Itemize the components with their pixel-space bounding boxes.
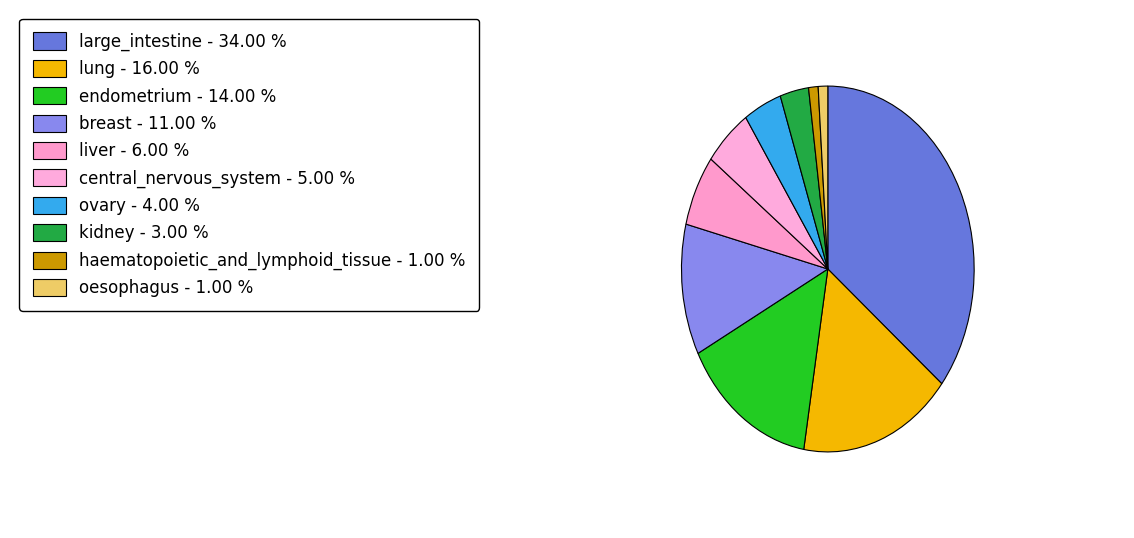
Wedge shape [682, 224, 828, 353]
Wedge shape [828, 86, 974, 384]
Legend: large_intestine - 34.00 %, lung - 16.00 %, endometrium - 14.00 %, breast - 11.00: large_intestine - 34.00 %, lung - 16.00 … [19, 19, 479, 311]
Wedge shape [818, 86, 828, 269]
Wedge shape [809, 87, 828, 269]
Wedge shape [804, 269, 942, 452]
Wedge shape [686, 159, 828, 269]
Wedge shape [711, 117, 828, 269]
Wedge shape [746, 96, 828, 269]
Wedge shape [699, 269, 828, 449]
Wedge shape [780, 88, 828, 269]
